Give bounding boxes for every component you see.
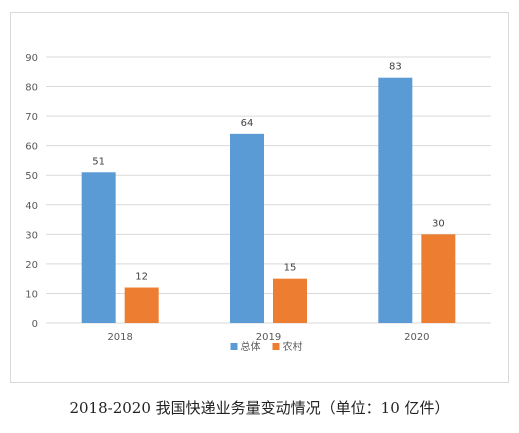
data-label: 30 [432, 218, 445, 229]
y-tick-label: 30 [25, 230, 38, 241]
bar-总体-2019 [230, 133, 264, 323]
chart-frame: 0 10 20 30 40 50 60 70 80 90 51 12 2018 64 15 2019 83 30 2… [10, 12, 509, 383]
y-tick-label: 90 [25, 53, 38, 64]
y-tick-label: 50 [25, 171, 38, 182]
y-tick-label: 80 [25, 83, 38, 94]
legend-swatch-农村 [272, 343, 280, 350]
bar-农村-2019 [273, 278, 307, 323]
data-label: 12 [135, 272, 148, 283]
y-tick-label: 70 [25, 112, 38, 123]
data-label: 51 [92, 156, 105, 167]
legend-label: 总体 [241, 340, 261, 353]
x-tick-label: 2019 [256, 332, 281, 343]
x-tick-label: 2018 [107, 332, 132, 343]
y-tick-label: 10 [25, 289, 38, 300]
y-tick-label: 0 [32, 319, 38, 330]
bar-农村-2018 [124, 287, 159, 323]
x-tick-label: 2020 [404, 332, 429, 343]
legend-swatch-总体 [230, 343, 238, 350]
bar-总体-2020 [378, 77, 413, 323]
chart-caption: 2018-2020 我国快递业务量变动情况（单位：10 亿件） [69, 399, 450, 417]
y-tick-label: 60 [25, 142, 38, 153]
bar-农村-2020 [421, 234, 456, 323]
y-tick-label: 20 [25, 260, 38, 271]
y-tick-label: 40 [25, 201, 38, 212]
data-label: 15 [284, 263, 297, 274]
bar-chart: 0 10 20 30 40 50 60 70 80 90 51 12 2018 64 15 2019 83 30 2… [25, 53, 491, 353]
legend-label: 农村 [283, 340, 303, 353]
data-label: 64 [241, 118, 254, 129]
bar-总体-2018 [81, 172, 116, 323]
data-label: 83 [389, 62, 402, 73]
